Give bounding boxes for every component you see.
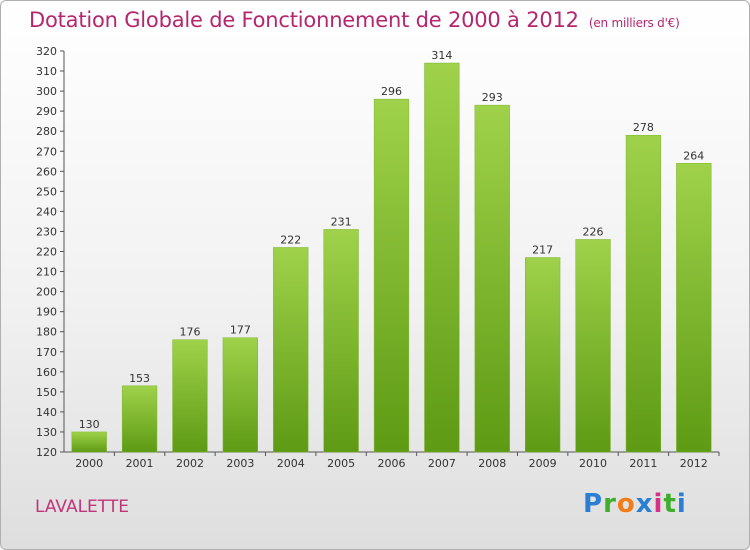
bar-2011[interactable] [625, 134, 662, 453]
bar-value-label: 153 [129, 372, 150, 385]
bar-2004[interactable] [273, 247, 309, 453]
y-tick-label: 260 [36, 165, 57, 178]
bar-value-label: 296 [381, 85, 402, 98]
y-tick-label: 120 [36, 446, 57, 459]
bar-2002[interactable] [172, 339, 208, 453]
bar-value-label: 293 [482, 91, 503, 104]
bar-2005[interactable] [323, 229, 359, 453]
x-tick-label: 2006 [378, 457, 406, 470]
y-tick-label: 140 [36, 406, 57, 419]
bar-2010[interactable] [575, 239, 611, 453]
bar-value-label: 176 [179, 326, 200, 339]
y-tick-label: 220 [36, 246, 57, 259]
logo-letter: t [663, 489, 677, 519]
y-tick-label: 310 [36, 65, 57, 78]
bar-2000[interactable] [71, 431, 107, 453]
bars-group: 130 153 176 177 222 231 296 314 293 217 226 278 264 [71, 49, 712, 453]
bar-value-label: 217 [532, 244, 553, 257]
x-tick-label: 2008 [478, 457, 506, 470]
y-tick-label: 170 [36, 346, 57, 359]
bar-value-label: 222 [280, 233, 301, 246]
chart-title-text: Dotation Globale de Fonctionnement de 20… [29, 8, 579, 32]
y-tick-label: 180 [36, 326, 57, 339]
bar-value-label: 177 [230, 324, 251, 337]
bar-2009[interactable] [525, 257, 561, 453]
chart-subtitle: (en milliers d'€) [588, 16, 680, 30]
commune-name: LAVALETTE [35, 497, 129, 517]
y-tick-label: 200 [36, 286, 57, 299]
bar-2001[interactable] [121, 385, 158, 453]
x-tick-label: 2001 [126, 457, 154, 470]
logo-letter: r [603, 489, 617, 519]
y-tick-label: 280 [36, 125, 57, 138]
x-tick-label: 2010 [579, 457, 607, 470]
y-tick-label: 230 [36, 225, 57, 238]
bar-value-label: 130 [79, 418, 100, 431]
proxiti-logo[interactable]: Proxiti [583, 489, 687, 519]
bar-2006[interactable] [373, 98, 410, 453]
x-axis: 2000 2001 2002 2003 2004 2005 2006 2007 2008 2009… [64, 451, 720, 470]
x-tick-label: 2003 [226, 457, 254, 470]
y-tick-label: 150 [36, 386, 57, 399]
x-tick-label: 2009 [529, 457, 557, 470]
bar-2012[interactable] [676, 163, 712, 453]
x-tick-label: 2000 [75, 457, 103, 470]
x-tick-label: 2002 [176, 457, 204, 470]
y-tick-label: 160 [36, 366, 57, 379]
y-tick-label: 250 [36, 185, 57, 198]
x-tick-label: 2011 [629, 457, 657, 470]
bar-value-label: 314 [431, 49, 452, 62]
bar-2008[interactable] [474, 104, 510, 453]
bar-value-label: 278 [633, 121, 654, 134]
bar-value-label: 231 [331, 215, 352, 228]
logo-letter: x [635, 489, 654, 519]
y-tick-label: 320 [36, 45, 57, 58]
y-tick-label: 290 [36, 105, 57, 118]
logo-letter: o [616, 489, 636, 519]
y-tick-label: 130 [36, 426, 57, 439]
bar-2003[interactable] [222, 337, 258, 453]
y-tick-label: 190 [36, 306, 57, 319]
logo-letter: P [583, 489, 604, 519]
y-tick-label: 240 [36, 205, 57, 218]
y-tick-label: 210 [36, 266, 57, 279]
logo-letter: i [676, 489, 687, 519]
chart-title: Dotation Globale de Fonctionnement de 20… [29, 8, 680, 32]
x-tick-label: 2005 [327, 457, 355, 470]
bar-value-label: 264 [683, 149, 704, 162]
bar-2007[interactable] [424, 62, 460, 453]
logo-letter: i [653, 489, 664, 519]
y-tick-label: 300 [36, 85, 57, 98]
bar-value-label: 226 [583, 225, 604, 238]
x-tick-label: 2004 [277, 457, 305, 470]
x-tick-label: 2012 [680, 457, 708, 470]
y-axis: 120 130 140 150 160 170 180 190 200 210 220 230 240 2… [36, 45, 65, 459]
y-tick-label: 270 [36, 145, 57, 158]
x-tick-label: 2007 [428, 457, 456, 470]
